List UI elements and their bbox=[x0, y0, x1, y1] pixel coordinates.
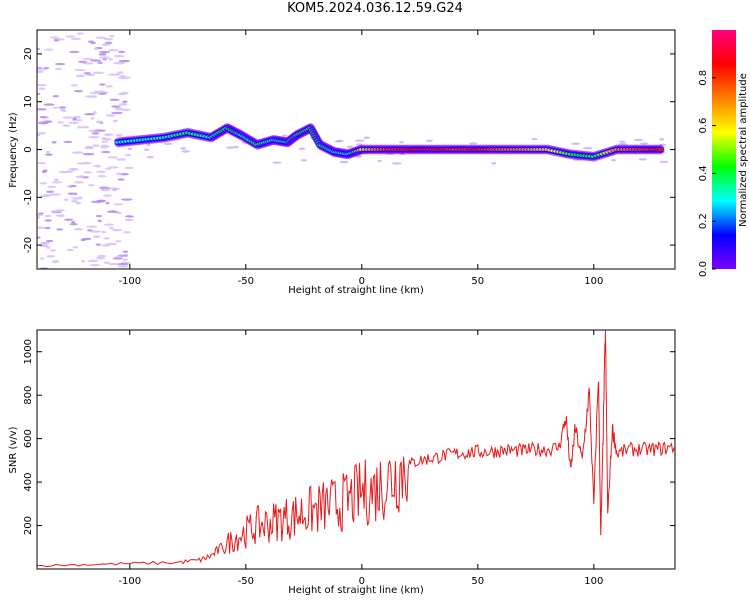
snr-x-ticks: -100 -50 0 50 100 bbox=[118, 330, 603, 587]
spectrogram-x-tick-label: 0 bbox=[359, 276, 365, 287]
colorbar-tick-label: 0.2 bbox=[698, 213, 709, 229]
spectrogram-x-axis-label: Height of straight line (km) bbox=[288, 285, 424, 296]
snr-x-axis-label: Height of straight line (km) bbox=[288, 585, 424, 596]
snr-x-tick-label: 100 bbox=[584, 576, 603, 587]
colorbar: 0.0 0.2 0.4 0.6 0.8 Normalized spectral ampl… bbox=[698, 30, 749, 277]
spectrogram-y-tick-label: -20 bbox=[23, 237, 34, 253]
colorbar-ticks: 0.0 0.2 0.4 0.6 0.8 bbox=[698, 70, 716, 277]
colorbar-tick-label: 0.0 bbox=[698, 261, 709, 277]
spectrogram-x-ticks: -100 -50 0 50 100 bbox=[118, 30, 603, 287]
snr-y-ticks: 200 400 600 800 1000 bbox=[23, 339, 675, 535]
snr-x-tick-label: 0 bbox=[359, 576, 365, 587]
spectrogram-x-tick-label: 100 bbox=[584, 276, 603, 287]
spectrogram-y-tick-label: 10 bbox=[23, 95, 34, 108]
snr-x-tick-label: -100 bbox=[118, 576, 141, 587]
snr-series-line bbox=[37, 330, 675, 568]
colorbar-tick-label: 0.8 bbox=[698, 70, 709, 86]
snr-y-tick-label: 800 bbox=[23, 386, 34, 405]
spectrogram-y-tick-label: 20 bbox=[23, 48, 34, 61]
snr-y-tick-label: 400 bbox=[23, 473, 34, 492]
spectrogram-ridge bbox=[114, 122, 665, 162]
spectrogram-heatmap bbox=[37, 32, 669, 269]
spectrogram-y-ticks: -20 -10 0 10 20 bbox=[23, 48, 675, 253]
colorbar-label: Normalized spectral amplitude bbox=[738, 73, 749, 227]
spectrogram-y-axis-label: Frequency (Hz) bbox=[8, 112, 19, 188]
colorbar-gradient bbox=[712, 30, 736, 269]
snr-x-tick-label: 50 bbox=[471, 576, 484, 587]
spectrogram-y-tick-label: -10 bbox=[23, 189, 34, 205]
spectrogram-x-tick-label: -100 bbox=[118, 276, 141, 287]
snr-panel: -100 -50 0 50 100 200 400 600 800 1000 Height of… bbox=[8, 329, 676, 596]
snr-y-tick-label: 600 bbox=[23, 429, 34, 448]
spectrogram-x-tick-label: 50 bbox=[471, 276, 484, 287]
snr-frame bbox=[36, 329, 676, 570]
spectrogram-noise bbox=[37, 32, 669, 269]
chart-title: KOM5.2024.036.12.59.G24 bbox=[287, 1, 463, 16]
colorbar-tick-label: 0.4 bbox=[698, 165, 709, 181]
snr-y-axis-label: SNR (v/v) bbox=[8, 426, 19, 473]
snr-y-tick-label: 200 bbox=[23, 516, 34, 535]
spectrogram-y-tick-label: 0 bbox=[23, 146, 34, 152]
spectrogram-x-tick-label: -50 bbox=[238, 276, 254, 287]
colorbar-tick-label: 0.6 bbox=[698, 118, 709, 134]
snr-x-tick-label: -50 bbox=[238, 576, 254, 587]
snr-y-tick-label: 1000 bbox=[23, 339, 34, 364]
